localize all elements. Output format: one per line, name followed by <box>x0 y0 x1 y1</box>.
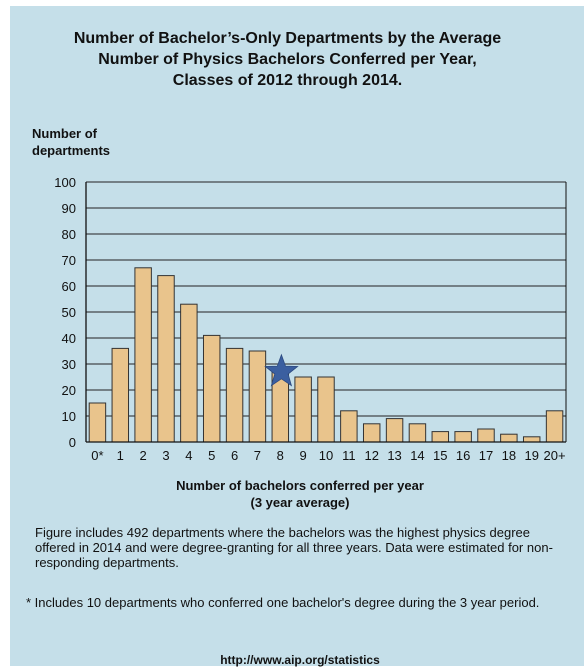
x-axis-label-line2: (3 year average) <box>250 495 350 510</box>
x-axis-label: Number of bachelors conferred per year (… <box>110 477 490 511</box>
x-tick-label: 2 <box>140 448 147 463</box>
bar-16 <box>454 431 472 443</box>
figure-panel <box>10 6 584 666</box>
y-tick-label: 10 <box>62 409 76 424</box>
x-tick-label: 4 <box>185 448 192 463</box>
y-tick-label: 80 <box>62 227 76 242</box>
x-tick-label: 20+ <box>544 448 566 463</box>
x-tick-label: 3 <box>162 448 169 463</box>
bar-14 <box>408 423 427 443</box>
bar-9 <box>294 376 312 443</box>
x-tick-labels: 0* 1 2 3 4 5 6 7 8 9 10 11 12 13 14 15 16 17 18 19 20+ <box>91 448 565 463</box>
bar-13 <box>385 418 404 443</box>
bar-1 <box>111 347 130 443</box>
bar-7 <box>248 350 267 443</box>
x-tick-label: 15 <box>433 448 447 463</box>
figure-note: Figure includes 492 departments where th… <box>35 525 553 570</box>
footnote: * Includes 10 departments who conferred … <box>26 595 540 610</box>
bar-20+ <box>545 410 564 443</box>
x-tick-label: 10 <box>319 448 333 463</box>
x-tick-label: 11 <box>342 448 356 463</box>
y-tick-label: 60 <box>62 279 76 294</box>
x-tick-label: 9 <box>300 448 307 463</box>
x-tick-label: 5 <box>208 448 215 463</box>
bar-19 <box>522 436 541 443</box>
x-tick-label: 13 <box>387 448 401 463</box>
chart-title: Number of Bachelor’s-Only Departments by… <box>73 30 502 89</box>
x-axis-label-line1: Number of bachelors conferred per year <box>176 478 424 493</box>
axes <box>85 182 567 443</box>
bar-6 <box>225 347 244 443</box>
marker-layer <box>264 353 299 387</box>
y-tick-label: 40 <box>62 331 76 346</box>
bar-3 <box>157 275 175 443</box>
y-axis-label: Number of departments <box>32 126 111 158</box>
bar-15 <box>431 431 450 443</box>
y-tick-labels: 0 10 20 30 40 50 60 70 80 90 100 <box>54 175 76 450</box>
x-tick-label: 1 <box>117 448 124 463</box>
bar-11 <box>340 410 358 443</box>
y-tick-label: 70 <box>62 253 76 268</box>
x-tick-label: 0* <box>91 448 103 463</box>
bar-0* <box>88 402 107 443</box>
x-tick-label: 17 <box>479 448 493 463</box>
x-tick-label: 14 <box>410 448 424 463</box>
x-tick-label: 8 <box>277 448 284 463</box>
y-tick-label: 0 <box>69 435 76 450</box>
y-tick-label: 20 <box>62 383 76 398</box>
bar-12 <box>362 423 381 443</box>
bar-10 <box>317 376 335 443</box>
bar-4 <box>180 303 198 443</box>
bar-2 <box>134 267 152 443</box>
bar-17 <box>477 428 495 443</box>
bars <box>88 267 564 443</box>
source-url: http://www.aip.org/statistics <box>220 653 380 667</box>
x-tick-label: 16 <box>456 448 470 463</box>
bar-5 <box>202 334 221 443</box>
x-tick-label: 19 <box>524 448 538 463</box>
x-tick-label: 18 <box>502 448 516 463</box>
star-marker <box>264 353 299 387</box>
y-tick-label: 50 <box>62 305 76 320</box>
x-tick-label: 7 <box>254 448 261 463</box>
y-tick-label: 100 <box>54 175 76 190</box>
y-tick-label: 30 <box>62 357 76 372</box>
bar-18 <box>500 433 518 443</box>
y-tick-label: 90 <box>62 201 76 216</box>
x-tick-label: 6 <box>231 448 238 463</box>
x-tick-label: 12 <box>364 448 378 463</box>
